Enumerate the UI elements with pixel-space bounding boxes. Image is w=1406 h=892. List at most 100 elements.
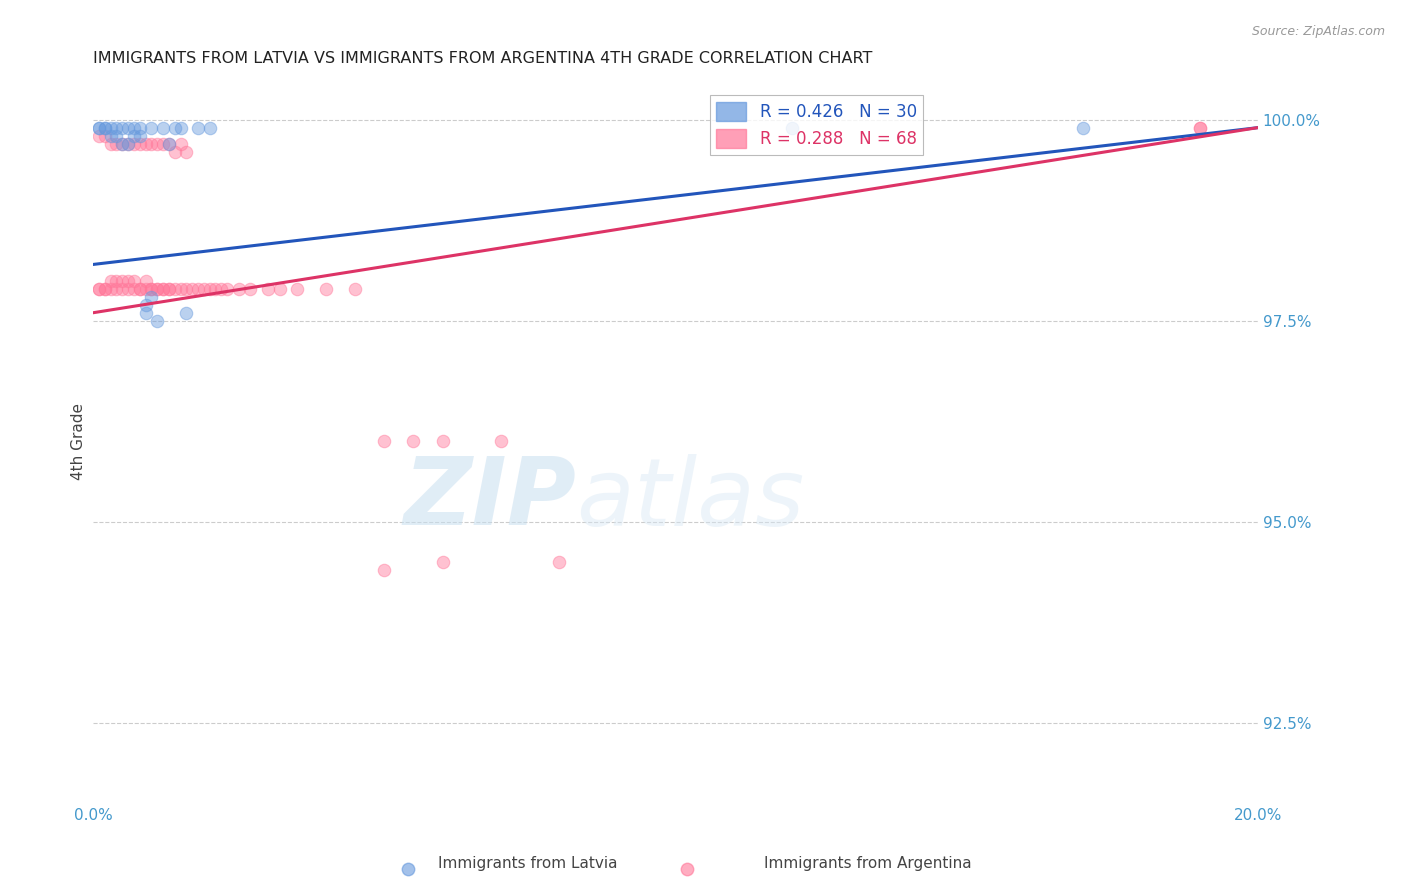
Point (548, 555, 571, 569)
Point (141, 282, 163, 296)
Point (402, 434, 425, 449)
Point (87, 282, 110, 296)
Point (128, 136, 150, 151)
Point (94, 282, 117, 296)
Point (128, 282, 150, 296)
Point (105, 120, 128, 135)
Point (94, 282, 117, 296)
Point (87, 120, 110, 135)
Point (100, 136, 122, 151)
Point (209, 282, 232, 296)
Point (432, 555, 454, 569)
Point (1188, 120, 1211, 135)
Text: IMMIGRANTS FROM LATVIA VS IMMIGRANTS FROM ARGENTINA 4TH GRADE CORRELATION CHART: IMMIGRANTS FROM LATVIA VS IMMIGRANTS FRO… (93, 51, 873, 66)
Point (373, 563, 395, 577)
Point (128, 128, 150, 143)
Point (141, 120, 163, 135)
Point (87, 282, 110, 296)
Point (128, 120, 150, 135)
Point (269, 282, 291, 296)
Point (163, 145, 186, 159)
Point (105, 282, 128, 296)
Point (111, 273, 134, 287)
Point (105, 273, 128, 287)
Text: Source: ZipAtlas.com: Source: ZipAtlas.com (1251, 25, 1385, 38)
Point (135, 273, 157, 287)
Point (152, 136, 174, 151)
Text: Immigrants from Latvia: Immigrants from Latvia (437, 856, 617, 871)
Point (146, 314, 169, 328)
Point (105, 136, 128, 151)
Point (117, 120, 139, 135)
Point (432, 434, 454, 449)
Point (257, 282, 280, 296)
Point (111, 136, 134, 151)
Point (141, 282, 163, 296)
Point (100, 273, 122, 287)
Point (204, 282, 226, 296)
Text: atlas: atlas (576, 454, 804, 545)
Point (122, 282, 145, 296)
Point (100, 282, 122, 296)
Point (141, 290, 163, 304)
Point (1071, 120, 1094, 135)
Point (94, 120, 117, 135)
Point (157, 136, 180, 151)
Point (105, 128, 128, 143)
Point (157, 282, 180, 296)
Point (163, 120, 186, 135)
Point (141, 136, 163, 151)
Point (122, 136, 145, 151)
Point (117, 282, 139, 296)
Point (100, 128, 122, 143)
Point (128, 282, 150, 296)
Point (87, 128, 110, 143)
Point (285, 282, 308, 296)
Point (228, 282, 250, 296)
Point (157, 136, 180, 151)
Point (117, 136, 139, 151)
Point (198, 120, 221, 135)
Point (117, 136, 139, 151)
Point (152, 120, 174, 135)
Point (152, 282, 174, 296)
Point (163, 282, 186, 296)
Point (122, 120, 145, 135)
Point (146, 136, 169, 151)
Point (176, 306, 198, 320)
Point (169, 120, 191, 135)
Point (135, 136, 157, 151)
Point (111, 282, 134, 296)
Point (1188, 120, 1211, 135)
Point (315, 282, 337, 296)
Point (135, 306, 157, 320)
Point (111, 136, 134, 151)
Point (135, 298, 157, 312)
Point (94, 120, 117, 135)
Point (344, 282, 367, 296)
Point (169, 282, 191, 296)
Point (146, 282, 169, 296)
Point (217, 282, 239, 296)
Point (176, 282, 198, 296)
Point (152, 282, 174, 296)
Y-axis label: 4th Grade: 4th Grade (72, 403, 86, 480)
Legend: R = 0.426   N = 30, R = 0.288   N = 68: R = 0.426 N = 30, R = 0.288 N = 68 (710, 95, 924, 155)
Point (489, 434, 512, 449)
Point (111, 120, 134, 135)
Point (181, 282, 204, 296)
Text: ZIP: ZIP (404, 453, 576, 545)
Point (146, 282, 169, 296)
Point (193, 282, 215, 296)
Point (373, 434, 395, 449)
Text: Immigrants from Argentina: Immigrants from Argentina (763, 856, 972, 871)
Point (239, 282, 262, 296)
Point (187, 282, 209, 296)
Point (122, 273, 145, 287)
Point (135, 282, 157, 296)
Point (100, 120, 122, 135)
Point (169, 136, 191, 151)
Point (780, 120, 803, 135)
Point (176, 145, 198, 159)
Point (87, 120, 110, 135)
